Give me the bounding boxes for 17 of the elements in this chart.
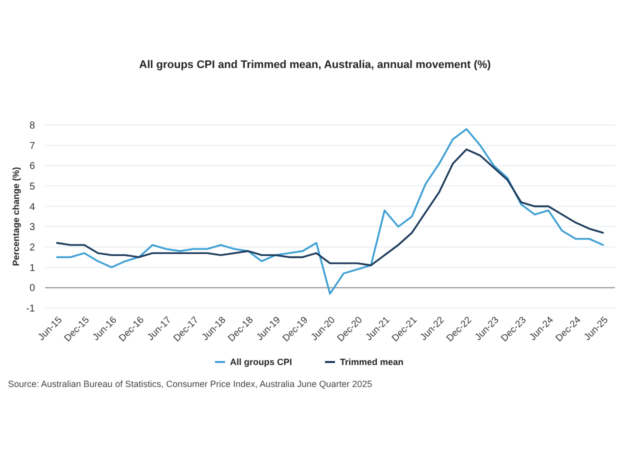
y-tick-label: 0	[29, 283, 36, 294]
y-tick-label: 5	[29, 182, 36, 192]
y-tick-label: 7	[29, 140, 36, 152]
y-axis-title: Percentage change (%)	[11, 166, 21, 266]
line-series	[56, 128, 604, 295]
y-tick-label: 6	[29, 161, 36, 172]
source-note: Source: Australian Bureau of Statistics, Consumer Price Index, Australia June Quarter 2025	[8, 379, 372, 389]
y-tick-label: -1	[26, 304, 36, 314]
line-series	[56, 148, 604, 266]
legend-label: All groups CPI	[230, 357, 292, 368]
legend-label: Trimmed mean	[340, 357, 404, 368]
y-tick-label: 8	[29, 120, 36, 132]
y-tick-label: 1	[29, 262, 36, 274]
chart-title: All groups CPI and Trimmed mean, Australia, annual movement (%)	[139, 59, 492, 71]
y-tick-label: 2	[29, 242, 36, 254]
y-tick-label: 4	[29, 202, 36, 213]
y-tick-label: 3	[29, 222, 36, 234]
